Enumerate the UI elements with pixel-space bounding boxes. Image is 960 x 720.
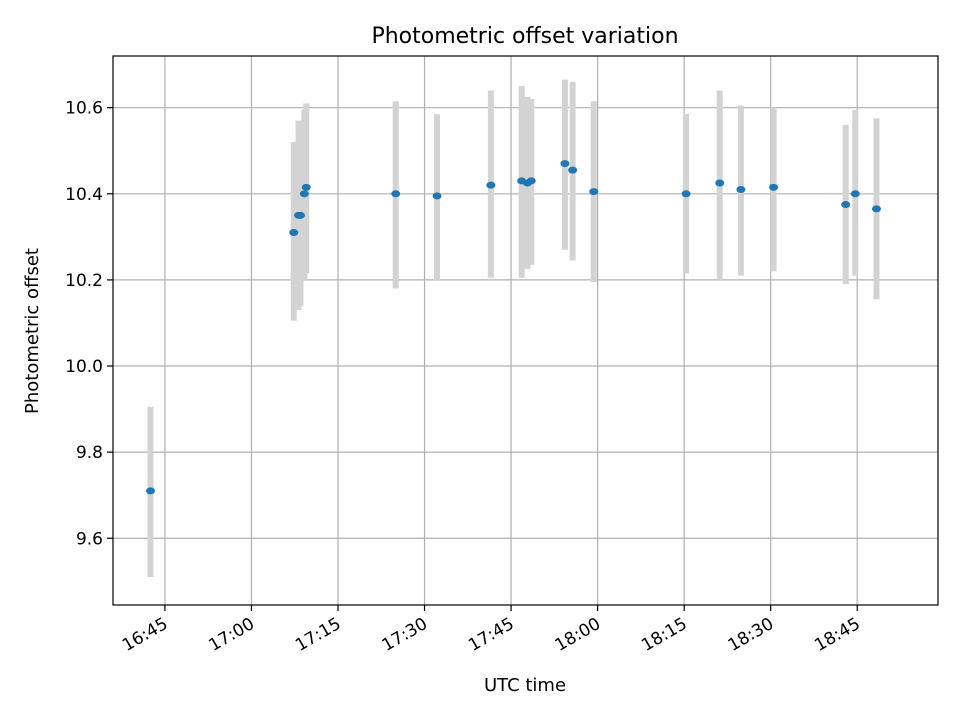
y-tick-label: 10.6 <box>65 99 103 119</box>
y-tick-label: 10.4 <box>65 185 103 205</box>
data-point <box>299 190 309 198</box>
data-point <box>681 190 691 198</box>
data-point <box>486 181 496 189</box>
data-point <box>850 190 860 198</box>
data-point <box>715 179 725 187</box>
data-point <box>841 201 851 209</box>
chart-title: Photometric offset variation <box>371 24 678 49</box>
data-point <box>391 190 401 198</box>
data-point <box>432 192 442 200</box>
data-point <box>871 205 881 213</box>
data-point <box>769 183 779 191</box>
y-axis-label: Photometric offset <box>22 248 43 414</box>
data-points <box>146 160 881 495</box>
data-point <box>301 183 311 191</box>
data-point <box>589 188 599 196</box>
y-tick-label: 9.6 <box>76 529 103 549</box>
y-tick-label: 9.8 <box>76 443 103 463</box>
x-axis-label: UTC time <box>484 675 566 696</box>
data-point <box>146 487 155 495</box>
data-point <box>736 185 746 193</box>
y-tick-label: 10.0 <box>65 357 103 377</box>
plot-frame <box>112 55 939 606</box>
data-point <box>568 166 578 174</box>
y-tick-label: 10.2 <box>65 271 103 291</box>
data-point <box>296 211 305 219</box>
data-point <box>526 177 536 185</box>
data-point <box>560 160 570 168</box>
data-point <box>289 229 299 237</box>
